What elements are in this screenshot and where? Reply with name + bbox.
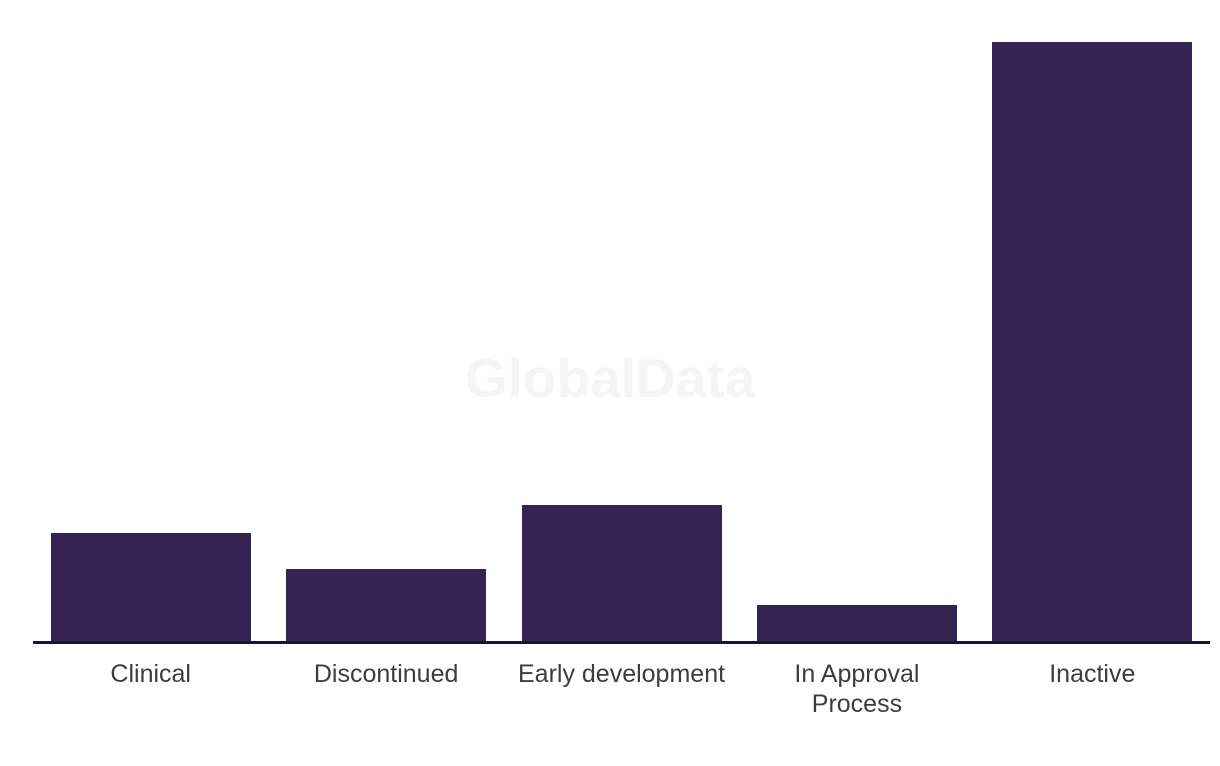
- bar-clinical: [50, 533, 251, 641]
- x-label-in-approval-process: In Approval Process: [794, 660, 920, 718]
- bar-slot-inactive: [975, 40, 1210, 641]
- bar-discontinued: [286, 569, 487, 641]
- bar-slot-discontinued: [268, 40, 503, 641]
- bar-in-approval-process: [756, 605, 957, 641]
- bar-inactive: [992, 42, 1193, 641]
- x-label-inactive: Inactive: [1049, 660, 1136, 688]
- bar-slot-in-approval-process: [739, 40, 974, 641]
- x-axis-line: [33, 641, 1210, 644]
- x-axis-labels: Clinical Discontinued Early development In …: [33, 659, 1210, 719]
- bar-early-development: [521, 505, 722, 641]
- x-label-early-development: Early development: [517, 660, 726, 688]
- bar-slot-clinical: [33, 40, 268, 641]
- plot-area: [33, 40, 1210, 641]
- bar-slot-early-development: [504, 40, 739, 641]
- x-label-discontinued: Discontinued: [313, 660, 459, 688]
- x-label-clinical: Clinical: [110, 660, 191, 688]
